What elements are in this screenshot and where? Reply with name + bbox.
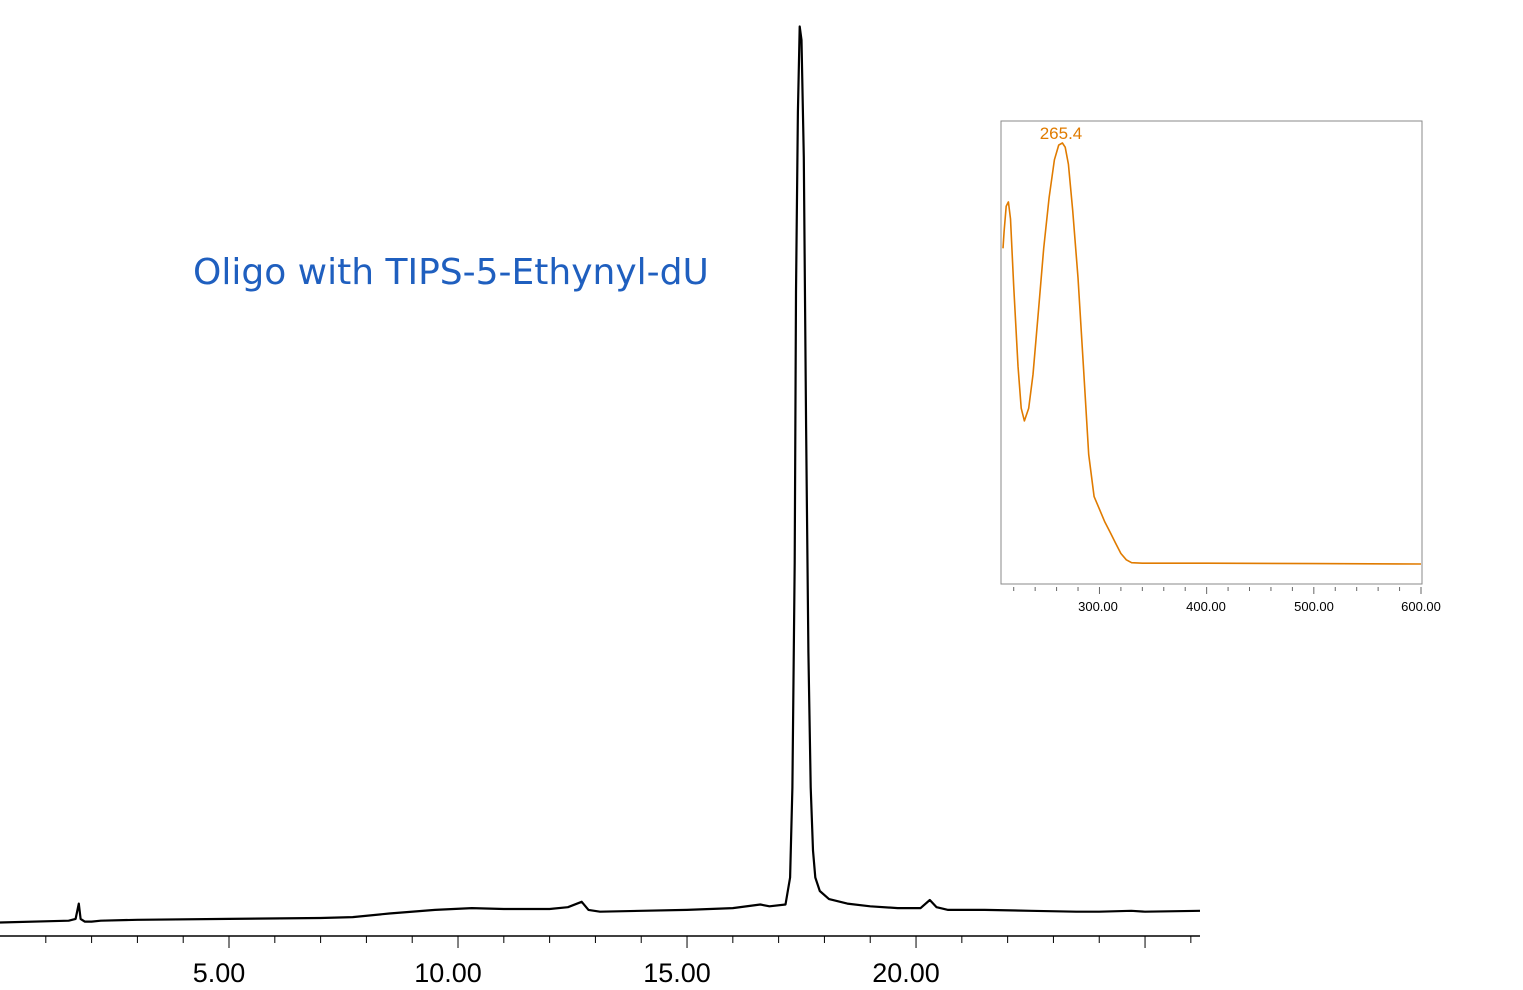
inset-tick-label-300: 300.00 xyxy=(1078,599,1118,614)
uv-spectrum-series-line xyxy=(1002,142,1422,565)
inset-tick-label-600: 600.00 xyxy=(1401,599,1441,614)
inset-peak-label: 265.4 xyxy=(1040,124,1083,143)
chromatogram-x-ticks xyxy=(45,936,1192,948)
inset-tick-label-400: 400.00 xyxy=(1186,599,1226,614)
inset-x-tick-labels: 300.00 400.00 500.00 600.00 xyxy=(1078,599,1441,614)
x-tick-label-5: 5.00 xyxy=(193,958,246,988)
chromatogram-x-tick-labels: 5.00 10.00 15.00 20.00 xyxy=(193,958,940,988)
inset-tick-label-500: 500.00 xyxy=(1294,599,1334,614)
x-tick-label-15: 15.00 xyxy=(643,958,711,988)
x-tick-label-10: 10.00 xyxy=(414,958,482,988)
chart-title: Oligo with TIPS-5-Ethynyl-dU xyxy=(193,252,709,293)
chromatogram-series-line xyxy=(0,25,1201,924)
uv-spectrum-inset: 300.00 400.00 500.00 600.00 265.4 xyxy=(1000,120,1441,614)
x-tick-label-20: 20.00 xyxy=(872,958,940,988)
chromatogram-chart: Oligo with TIPS-5-Ethynyl-dU 5.00 10.00 … xyxy=(0,25,1201,988)
inset-frame xyxy=(1000,120,1423,585)
inset-x-ticks xyxy=(1013,587,1422,594)
